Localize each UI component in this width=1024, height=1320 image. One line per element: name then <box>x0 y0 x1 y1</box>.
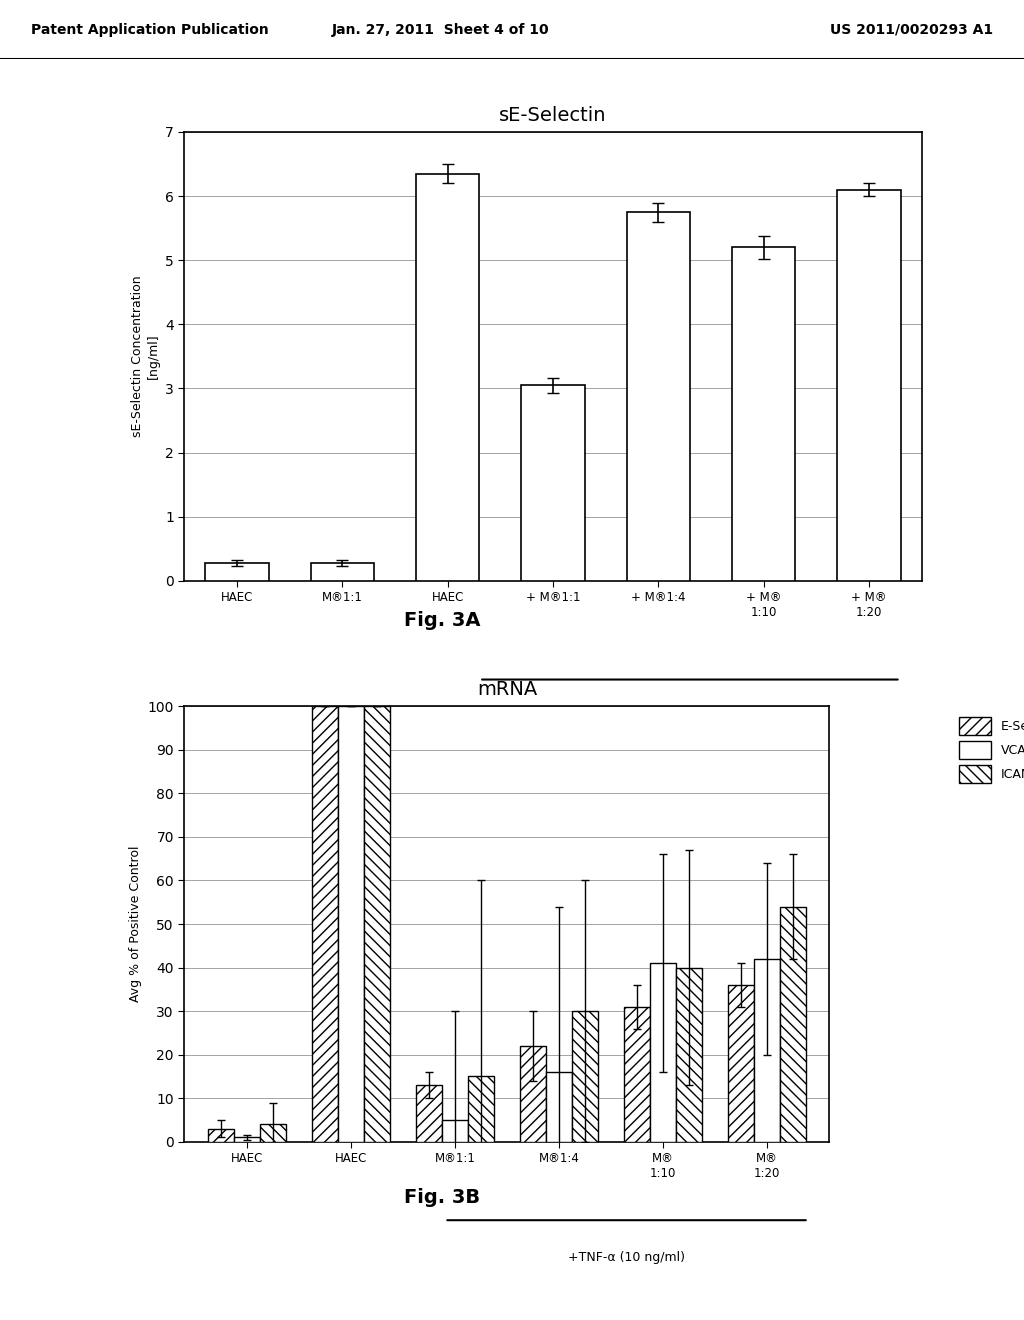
Legend: E-Selectin, VCAM1, ICAM1: E-Selectin, VCAM1, ICAM1 <box>954 713 1024 788</box>
Bar <box>676 968 702 1142</box>
Bar <box>627 213 690 581</box>
Bar <box>572 1011 598 1142</box>
Text: +TNF-α (10 ng/ml): +TNF-α (10 ng/ml) <box>632 711 749 723</box>
Bar <box>780 907 806 1142</box>
Y-axis label: sE-Selectin Concentration
[ng/ml]: sE-Selectin Concentration [ng/ml] <box>131 276 160 437</box>
Bar <box>260 1125 286 1142</box>
Text: +TNF-α (10 ng/ml): +TNF-α (10 ng/ml) <box>568 1251 685 1263</box>
Bar <box>546 1072 572 1142</box>
Bar <box>364 706 390 1142</box>
Bar <box>233 1138 260 1142</box>
Bar <box>208 1129 233 1142</box>
Bar <box>520 1045 546 1142</box>
Title: mRNA: mRNA <box>477 680 537 700</box>
Bar <box>624 1007 650 1142</box>
Bar <box>441 1119 468 1142</box>
Bar <box>311 706 338 1142</box>
Bar <box>732 247 796 581</box>
Title: sE-Selectin: sE-Selectin <box>500 106 606 125</box>
Bar <box>338 706 364 1142</box>
Bar <box>416 1085 441 1142</box>
Bar <box>838 190 900 581</box>
Bar <box>650 964 676 1142</box>
Text: US 2011/0020293 A1: US 2011/0020293 A1 <box>830 22 993 37</box>
Bar <box>206 562 268 581</box>
Bar <box>416 174 479 581</box>
Text: Fig. 3A: Fig. 3A <box>404 611 480 630</box>
Bar <box>754 958 780 1142</box>
Text: Patent Application Publication: Patent Application Publication <box>31 22 268 37</box>
Bar <box>310 562 374 581</box>
Bar <box>521 385 585 581</box>
Text: Fig. 3B: Fig. 3B <box>404 1188 480 1208</box>
Bar <box>468 1077 494 1142</box>
Bar <box>728 985 754 1142</box>
Y-axis label: Avg % of Positive Control: Avg % of Positive Control <box>129 846 142 1002</box>
Text: Jan. 27, 2011  Sheet 4 of 10: Jan. 27, 2011 Sheet 4 of 10 <box>332 22 549 37</box>
